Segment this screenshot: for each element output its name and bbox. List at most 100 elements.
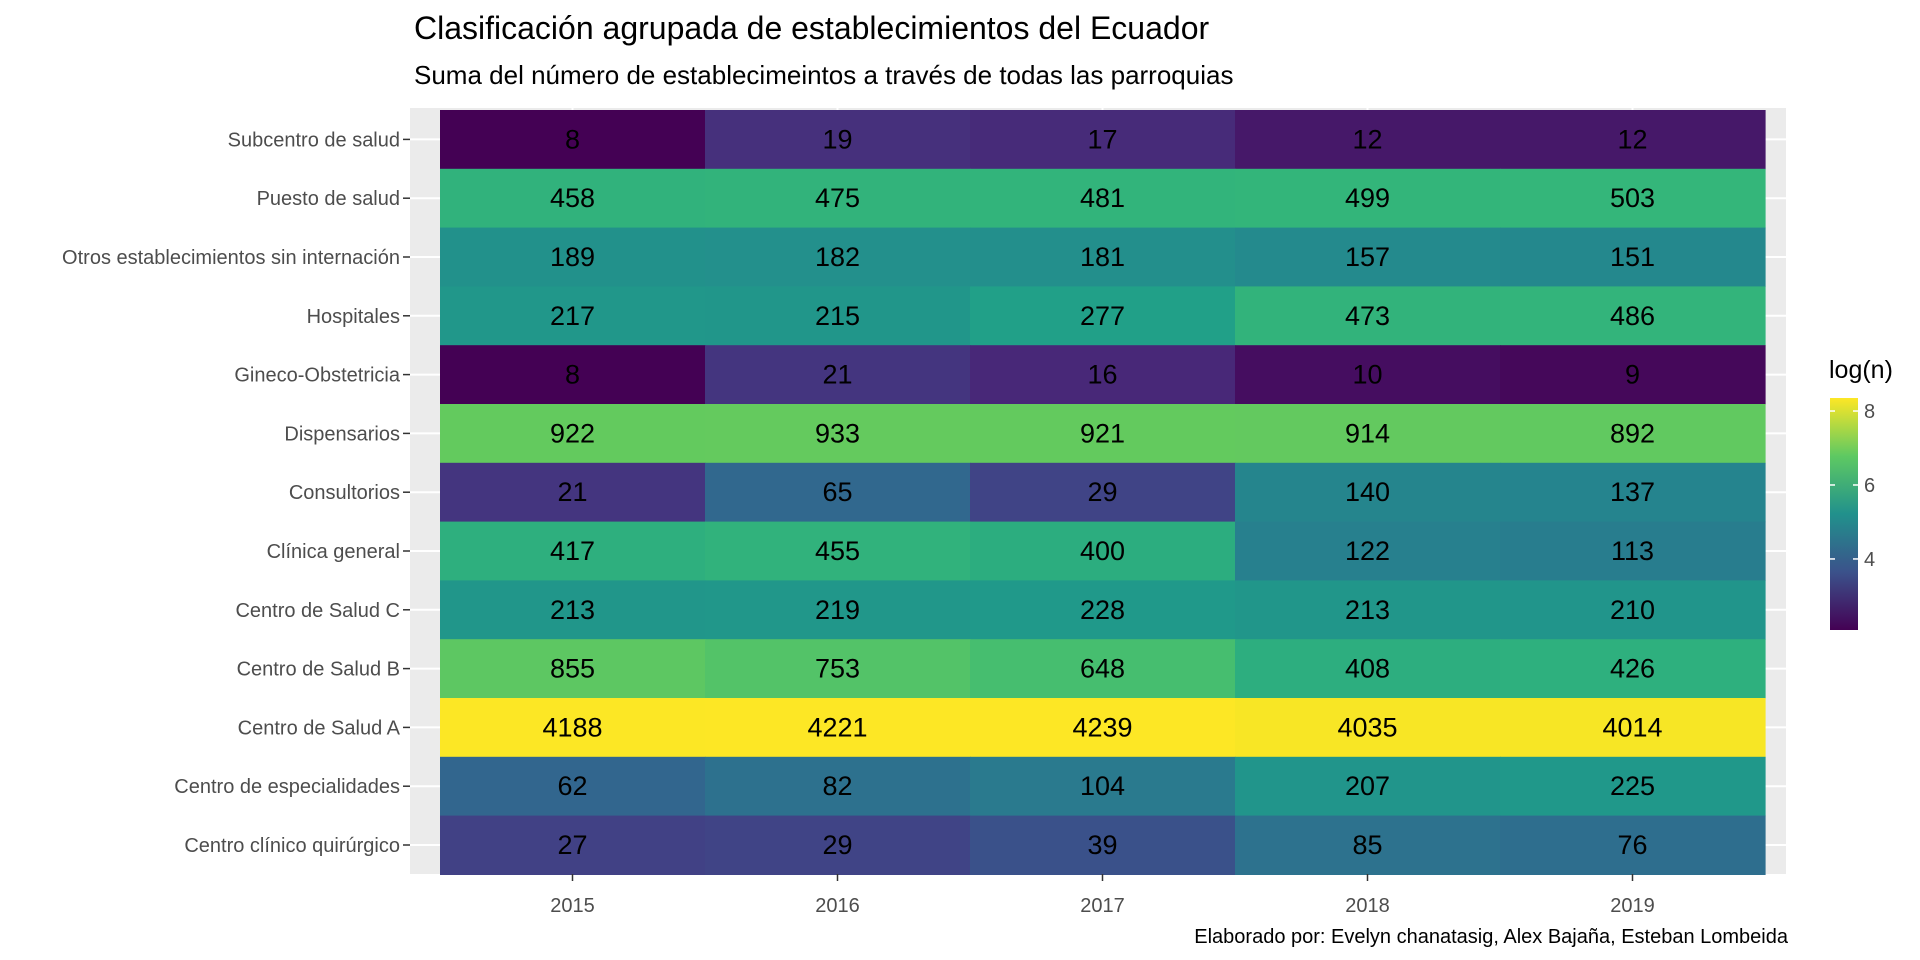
cell-value-label: 12 xyxy=(1352,124,1382,154)
heatmap-cell xyxy=(705,698,971,758)
heatmap-cell xyxy=(705,227,971,287)
cell-value-label: 9 xyxy=(1625,360,1640,390)
cell-value-label: 922 xyxy=(550,418,595,448)
heatmap-cell xyxy=(1235,639,1501,699)
legend-tick-label: 4 xyxy=(1864,549,1875,571)
cell-value-label: 455 xyxy=(815,536,860,566)
heatmap-cell xyxy=(1500,462,1766,523)
cell-value-label: 933 xyxy=(815,418,860,448)
cell-value-label: 62 xyxy=(557,771,587,801)
cell-value-label: 21 xyxy=(557,477,587,507)
cell-value-label: 648 xyxy=(1080,654,1125,684)
heatmap-cell xyxy=(970,698,1236,758)
y-axis-label: Hospitales xyxy=(307,306,400,328)
cell-value-label: 113 xyxy=(1611,536,1654,566)
heatmap-cell xyxy=(705,756,971,817)
cell-value-label: 157 xyxy=(1345,242,1390,272)
heatmap-cell xyxy=(1235,286,1501,346)
cell-value-label: 137 xyxy=(1610,477,1655,507)
cell-value-label: 182 xyxy=(815,242,860,272)
x-axis-label: 2016 xyxy=(815,895,860,917)
cell-value-label: 921 xyxy=(1080,418,1125,448)
cell-value-label: 225 xyxy=(1610,771,1655,801)
cell-value-label: 855 xyxy=(550,654,595,684)
cell-value-label: 29 xyxy=(1087,477,1117,507)
heatmap-cell xyxy=(705,345,971,405)
cell-value-label: 151 xyxy=(1610,242,1655,272)
cell-value-label: 892 xyxy=(1610,418,1655,448)
heatmap-cell xyxy=(970,345,1236,405)
cell-value-label: 914 xyxy=(1345,418,1390,448)
y-axis-label: Otros establecimientos sin internación xyxy=(62,247,400,269)
cell-value-label: 27 xyxy=(557,830,587,860)
heatmap-cell xyxy=(970,110,1236,170)
heatmap-cell xyxy=(705,580,971,640)
y-axis-label: Centro de Salud A xyxy=(238,717,401,739)
heatmap-cell xyxy=(1500,227,1766,287)
cell-value-label: 76 xyxy=(1617,830,1647,860)
heatmap-cell xyxy=(440,639,706,699)
heatmap-cell xyxy=(440,227,706,287)
cell-value-label: 4239 xyxy=(1072,712,1132,742)
heatmap-cell xyxy=(705,286,971,346)
legend-colorbar xyxy=(1830,398,1858,630)
heatmap-cell xyxy=(1235,110,1501,170)
heatmap-cell xyxy=(1500,286,1766,346)
cell-value-label: 17 xyxy=(1087,124,1117,154)
cell-value-label: 10 xyxy=(1352,360,1382,390)
cell-value-label: 21 xyxy=(822,360,852,390)
heatmap-cell xyxy=(1235,815,1501,875)
heatmap-cell xyxy=(705,168,971,229)
y-axis-label: Centro de especialidades xyxy=(174,776,400,798)
heatmap-cell xyxy=(440,286,706,346)
x-axis-label: 2017 xyxy=(1080,895,1125,917)
heatmap-cell xyxy=(1235,227,1501,287)
y-axis-label: Centro de Salud C xyxy=(235,600,400,622)
heatmap-cell xyxy=(970,462,1236,523)
heatmap-cell xyxy=(970,404,1236,464)
heatmap-cell xyxy=(1235,168,1501,229)
heatmap-cell xyxy=(1500,815,1766,875)
cell-value-label: 85 xyxy=(1352,830,1382,860)
cell-value-label: 408 xyxy=(1345,654,1390,684)
legend-tick-label: 8 xyxy=(1864,401,1875,423)
heatmap-cell xyxy=(1500,521,1766,581)
cell-value-label: 82 xyxy=(822,771,852,801)
heatmap-cell xyxy=(705,521,971,581)
cell-value-label: 219 xyxy=(815,595,860,625)
cell-value-label: 8 xyxy=(565,124,580,154)
heatmap-cell xyxy=(1235,756,1501,817)
y-axis-label: Dispensarios xyxy=(284,423,400,445)
y-axis-label: Centro clínico quirúrgico xyxy=(184,835,400,857)
heatmap-cell xyxy=(440,404,706,464)
cell-value-label: 213 xyxy=(1345,595,1390,625)
cell-value-label: 4221 xyxy=(807,712,867,742)
heatmap-cell xyxy=(1235,404,1501,464)
cell-value-label: 104 xyxy=(1080,771,1125,801)
heatmap-cell xyxy=(970,756,1236,817)
heatmap-cell xyxy=(440,698,706,758)
heatmap-cell xyxy=(1500,698,1766,758)
cell-value-label: 213 xyxy=(550,595,595,625)
heatmap-cell xyxy=(1235,345,1501,405)
cell-value-label: 228 xyxy=(1080,595,1125,625)
cell-value-label: 400 xyxy=(1080,536,1125,566)
cell-value-label: 19 xyxy=(822,124,852,154)
heatmap-cell xyxy=(705,462,971,523)
cell-value-label: 277 xyxy=(1080,301,1125,331)
heatmap-cell xyxy=(1500,168,1766,229)
cell-value-label: 217 xyxy=(550,301,595,331)
heatmap-cell xyxy=(1500,639,1766,699)
cell-value-label: 29 xyxy=(822,830,852,860)
legend-tick-label: 6 xyxy=(1864,475,1875,497)
heatmap-cell xyxy=(1500,110,1766,170)
heatmap-cell xyxy=(1500,345,1766,405)
x-axis-label: 2018 xyxy=(1345,895,1390,917)
heatmap-cell xyxy=(1500,756,1766,817)
heatmap-cell xyxy=(440,815,706,875)
cell-value-label: 4035 xyxy=(1337,712,1397,742)
cell-value-label: 486 xyxy=(1610,301,1655,331)
legend-title: log(n) xyxy=(1829,356,1893,384)
cell-value-label: 475 xyxy=(815,183,860,213)
y-axis-label: Gineco-Obstetricia xyxy=(234,365,400,387)
